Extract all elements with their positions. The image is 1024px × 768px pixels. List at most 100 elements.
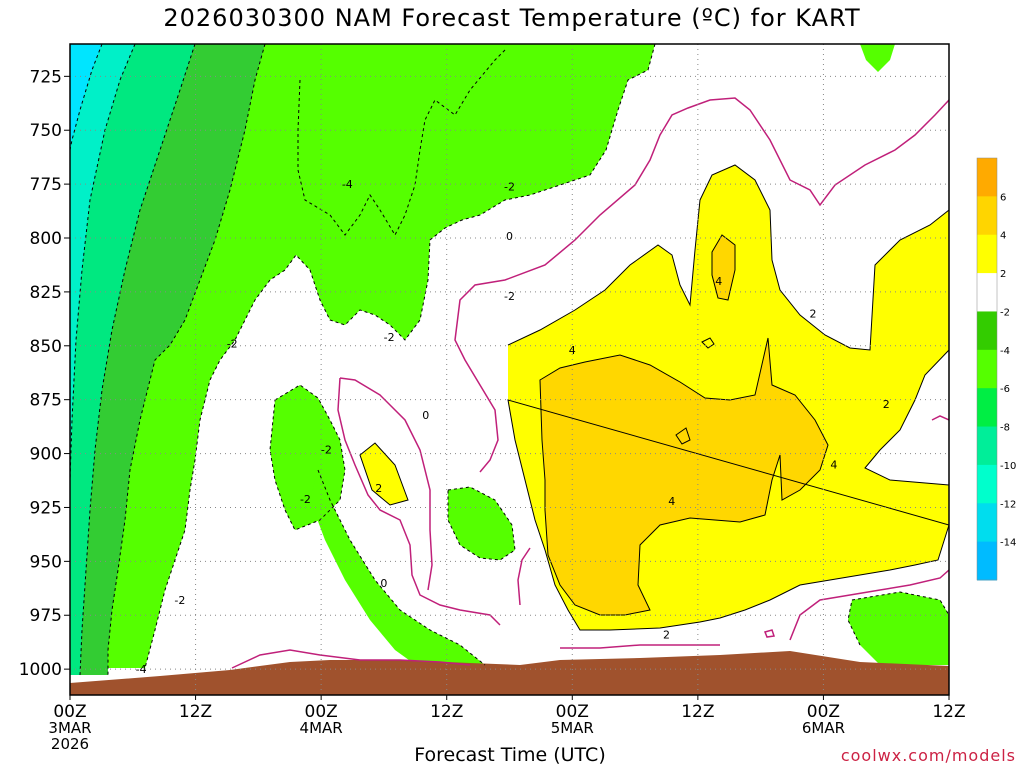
contour-label: -2 [300,493,311,506]
y-tick-label: 725 [30,67,62,87]
contour-label: -2 [504,290,515,303]
chart-title: 2026030300 NAM Forecast Temperature (ºC)… [163,4,861,32]
contour-label: 4 [715,275,722,288]
contour-label: -2 [174,594,185,607]
y-tick-label: 950 [30,552,62,572]
contour-label: 2 [809,307,816,320]
fill-lime-top-right [860,44,895,72]
x-tick-label: 12Z [430,702,463,722]
contour-m10 [70,44,103,151]
contour-m2-main [144,44,656,669]
plot-frame [69,43,950,696]
contour-m8 [70,44,136,481]
contour-label: 0 [422,409,429,422]
credit-link[interactable]: coolwx.com/models [840,746,1016,765]
colorbar-swatch [977,158,997,197]
contour-label: -4 [136,663,147,676]
colorbar-swatch [977,349,997,389]
colorbar-label: -2 [1000,307,1010,318]
x-tick-label: 12Z [681,702,714,722]
y-tick-label: 900 [30,445,62,465]
colorbar-swatch [977,234,997,274]
colorbar-label: -4 [1000,346,1010,357]
x-tick-label: 00Z [556,702,589,722]
colorbar-label: -10 [1000,461,1016,472]
freezing-line [231,97,949,669]
contour-p4-upper [711,234,736,301]
freezing-line-main [454,97,949,473]
positive-contours [359,164,949,631]
fill-lime-diagonal [310,470,500,668]
colorbar-label: 4 [1000,231,1006,242]
colorbar-swatch [977,311,997,351]
contour-m2-lower-right [847,591,949,646]
contour-m2-blob-2 [447,486,516,561]
terrain-ground [70,651,949,695]
contour-label: 2 [663,629,670,642]
colorbar-swatch [977,464,997,504]
x-tick-label: 00Z [305,702,338,722]
fill-lime-lower-right [848,592,949,665]
colorbar-swatch [977,426,997,466]
y-tick-label: 975 [30,606,62,626]
x-tick-label: 6MAR [802,719,845,737]
contour-m4 [107,44,266,675]
contour-label: 4 [569,344,576,357]
contour-label: -2 [504,180,515,193]
colorbar-swatch [977,541,997,581]
y-tick-label: 800 [30,229,62,249]
x-tick-label: 3MAR [48,719,91,737]
grid-lines [70,44,949,695]
colorbar-label: -8 [1000,423,1010,434]
colorbar-label: -12 [1000,499,1016,510]
y-tick-label: 850 [30,337,62,357]
contour-label: -2 [321,443,332,456]
contour-label: 0 [380,577,387,590]
colorbar-label: 6 [1000,192,1006,203]
colorbar-frame [976,157,998,581]
contour-p4 [539,337,829,616]
contour-label: -2 [384,331,395,344]
contour-labels: -4 -2 0 -2 -2 -2 0 -2 -2 2 0 -2 -4 4 4 2 4 2 2 4 [136,178,890,676]
contour-p2-blob [359,442,409,506]
x-axis-title: Forecast Time (UTC) [414,744,606,766]
colorbar-swatch [977,273,997,312]
contour-m4-upper [297,49,506,237]
temperature-field [70,44,949,695]
fill-very-cold-region [70,44,102,150]
negative-contours [70,44,949,676]
contour-label: 4 [830,458,837,471]
fill-cool-region [70,44,195,675]
colorbar-label: 2 [1000,269,1006,280]
colorbar-swatch [977,503,997,543]
fill-cold-region [70,44,135,480]
contour-label: -4 [342,178,353,191]
contour-label: 0 [506,230,513,243]
contour-label: 2 [883,398,890,411]
x-tick-label: 12Z [932,702,965,722]
colorbar: 6 4 2 -2 -4 -6 -8 -10 -12 -14 [976,157,1016,581]
x-tick-label: 00Z [807,702,840,722]
x-tick-label: 2026 [51,735,89,753]
y-tick-label: 825 [30,283,62,303]
contour-p4-small [675,427,691,445]
colorbar-swatch [977,388,997,428]
freezing-line-right-blip [931,415,949,421]
x-tick-label: 00Z [53,702,86,722]
colorbar-swatch [977,196,997,236]
y-tick-label: 1000 [19,660,62,680]
freezing-line-lower [231,547,949,669]
fill-gold-region [540,338,828,615]
colorbar-label: -14 [1000,538,1016,549]
x-tick-label: 12Z [179,702,212,722]
contour-p2-small [701,337,715,349]
y-tick-label: 775 [30,175,62,195]
contour-label: -2 [227,338,238,351]
contour-p2 [507,164,949,631]
freezing-line-small [763,629,775,638]
y-tick-label: 875 [30,391,62,411]
fill-gold-blob-upper [712,235,735,300]
y-axis: 725 750 775 800 825 850 875 900 925 950 975 1000 [19,67,70,680]
